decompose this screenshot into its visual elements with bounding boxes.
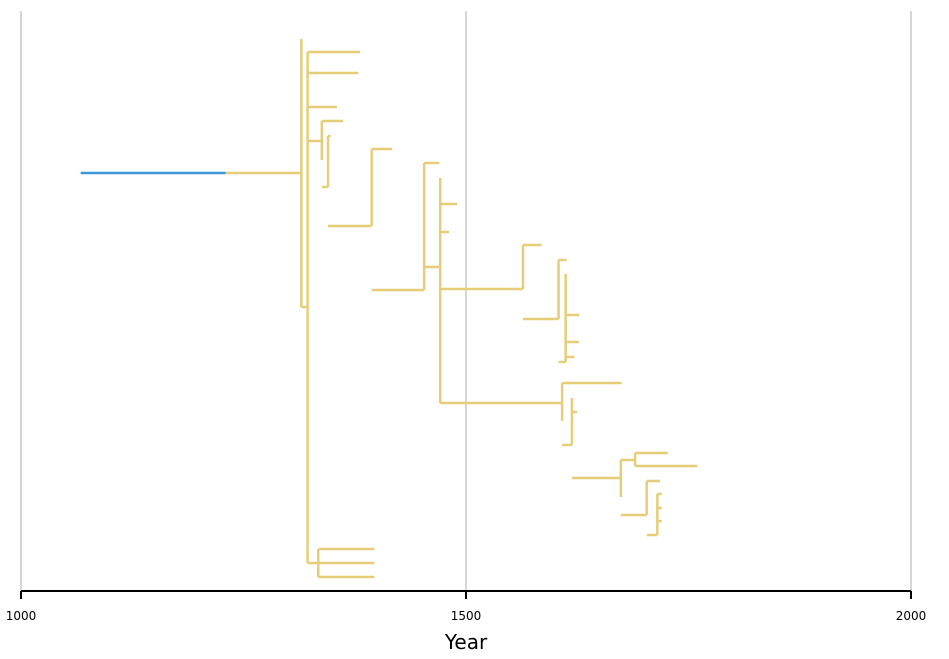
x-tick-label-1500: 1500 xyxy=(451,609,482,623)
x-tick-label-1000: 1000 xyxy=(6,609,37,623)
x-tick-label-2000: 2000 xyxy=(896,609,927,623)
grid-layer xyxy=(20,11,912,591)
branch-layer xyxy=(80,39,698,579)
x-axis: 1000 1500 2000 xyxy=(6,590,927,623)
x-axis-title: Year xyxy=(444,630,488,654)
